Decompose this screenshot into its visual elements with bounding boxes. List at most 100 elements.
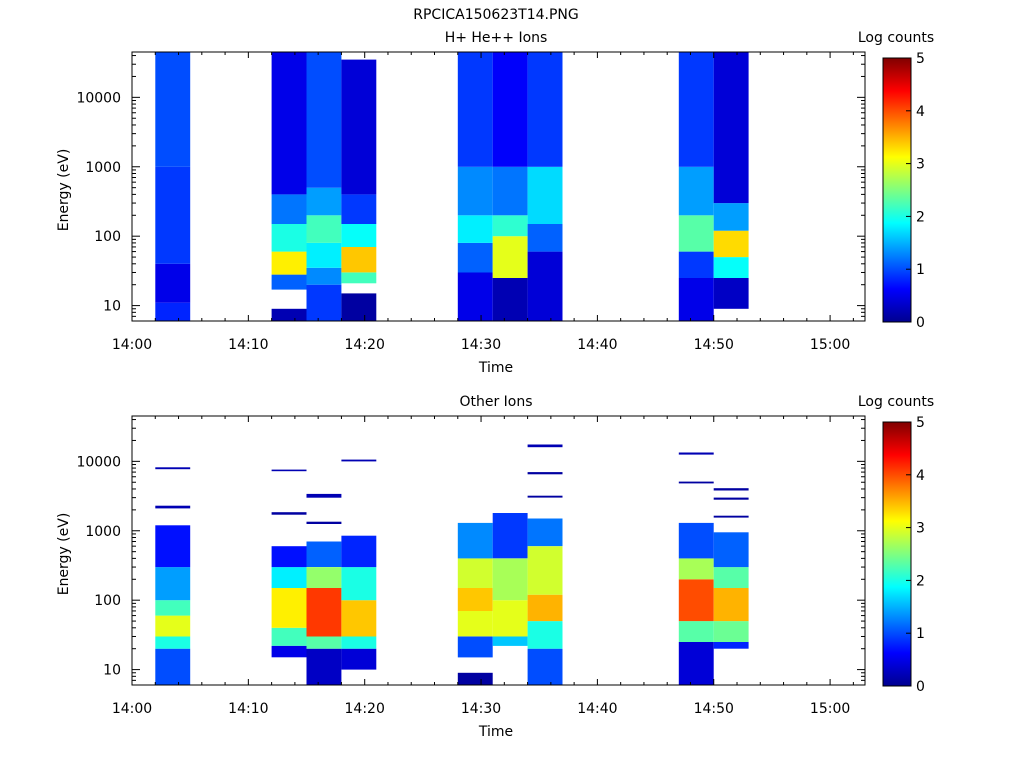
spectrogram-cell: [271, 52, 307, 195]
colorbar-tick-label: 2: [916, 573, 925, 589]
spectrogram-cell: [492, 52, 528, 167]
spectrogram-cell: [527, 166, 563, 224]
spectrogram-cell: [155, 567, 191, 601]
spectrogram-cell: [678, 251, 714, 278]
x-tick-label: 14:50: [694, 701, 734, 717]
spectrogram-cell: [155, 467, 191, 470]
spectrogram-cell: [271, 567, 307, 588]
y-tick-label: 100: [94, 593, 121, 609]
spectrogram-cell: [457, 672, 493, 685]
spectrogram-cell: [678, 52, 714, 167]
spectrogram-cell: [527, 594, 563, 622]
panel-title: Other Ions: [459, 394, 532, 410]
spectrogram-cell: [341, 293, 377, 321]
x-tick-label: 14:30: [461, 337, 501, 353]
y-tick-label: 10: [103, 663, 121, 679]
spectrogram-cell: [678, 481, 714, 484]
spectrogram-cell: [155, 600, 191, 616]
spectrogram-cell: [306, 242, 342, 268]
x-tick-label: 14:40: [577, 701, 617, 717]
y-tick-label: 1000: [85, 160, 121, 176]
colorbar-tick-label: 0: [916, 679, 925, 695]
spectrogram-cell: [492, 215, 528, 237]
spectrogram-cell: [271, 224, 307, 252]
colorbar-tick-label: 3: [916, 157, 925, 173]
spectrogram-cell: [713, 52, 749, 204]
spectrogram-cell: [306, 636, 342, 649]
spectrogram-cell: [713, 230, 749, 258]
spectrogram-cell: [271, 512, 307, 515]
spectrogram-cell: [341, 636, 377, 649]
y-tick-label: 10000: [76, 454, 121, 470]
spectrogram-cell: [713, 621, 749, 642]
spectrogram-cell: [155, 636, 191, 649]
spectrogram-cell: [527, 52, 563, 167]
spectrogram-cell: [527, 546, 563, 595]
x-tick-label: 14:40: [577, 337, 617, 353]
spectrogram-cell: [341, 194, 377, 224]
spectrogram-cell: [457, 636, 493, 658]
spectrogram-cell: [713, 567, 749, 588]
spectrogram-cell: [341, 272, 377, 284]
spectrogram-cells: [155, 444, 749, 685]
spectrogram-cell: [341, 246, 377, 273]
colorbar-tick-label: 5: [916, 51, 925, 67]
spectrogram-cell: [678, 452, 714, 455]
spectrogram-cell: [492, 558, 528, 601]
spectrogram-cell: [271, 251, 307, 275]
spectrogram-cell: [457, 558, 493, 588]
spectrogram-cell: [678, 621, 714, 642]
x-tick-label: 14:20: [345, 337, 385, 353]
spectrogram-cell: [341, 567, 377, 601]
x-tick-label: 14:50: [694, 337, 734, 353]
spectrogram-cell: [527, 495, 563, 498]
spectrogram-cell: [271, 588, 307, 628]
spectrogram-cell: [527, 224, 563, 252]
spectrogram-cell: [271, 274, 307, 290]
spectrogram-cell: [527, 518, 563, 547]
colorbar-tick-label: 4: [916, 468, 925, 484]
spectrogram-cell: [457, 215, 493, 243]
spectrogram-cell: [306, 521, 342, 524]
spectrogram-cell: [155, 263, 191, 303]
spectrogram-cell: [306, 493, 342, 498]
spectrogram-cell: [155, 302, 191, 321]
x-tick-label: 15:00: [810, 337, 850, 353]
spectrogram-cell: [678, 166, 714, 216]
colorbar-label: Log counts: [858, 394, 934, 410]
spectrogram-cell: [155, 166, 191, 264]
x-tick-label: 14:30: [461, 701, 501, 717]
spectrogram-cell: [713, 497, 749, 500]
y-tick-label: 10: [103, 299, 121, 315]
spectrogram-cell: [678, 558, 714, 580]
spectrogram-cell: [341, 648, 377, 670]
y-tick-label: 10000: [76, 90, 121, 106]
x-tick-label: 14:10: [228, 701, 268, 717]
y-tick-label: 100: [94, 229, 121, 245]
spectrogram-cell: [341, 59, 377, 195]
x-tick-label: 14:00: [112, 337, 152, 353]
spectrogram-cell: [527, 472, 563, 475]
x-tick-label: 14:20: [345, 701, 385, 717]
y-axis-label: Energy (eV): [56, 149, 72, 232]
spectrogram-cell: [527, 251, 563, 321]
spectrogram-cell: [713, 515, 749, 518]
spectrogram-cell: [457, 272, 493, 321]
colorbar-tick-label: 1: [916, 262, 925, 278]
y-axis-label: Energy (eV): [56, 513, 72, 596]
spectrogram-cell: [155, 52, 191, 167]
spectrogram-cell: [713, 588, 749, 622]
spectrogram-cell: [713, 278, 749, 309]
colorbar-ticks: 0 1 2 3 4 5: [906, 415, 925, 695]
spectrogram-cell: [713, 532, 749, 568]
spectrogram-cell: [271, 645, 307, 658]
plot-frame: [131, 51, 866, 322]
spectrogram-cell: [306, 267, 342, 285]
spectrogram-cell: [341, 224, 377, 247]
colorbar-tick-label: 5: [916, 415, 925, 431]
spectrogram-cell: [271, 469, 307, 472]
spectrogram-cell: [713, 642, 749, 649]
spectrogram-cell: [306, 284, 342, 321]
spectrogram-cells: [155, 52, 749, 321]
